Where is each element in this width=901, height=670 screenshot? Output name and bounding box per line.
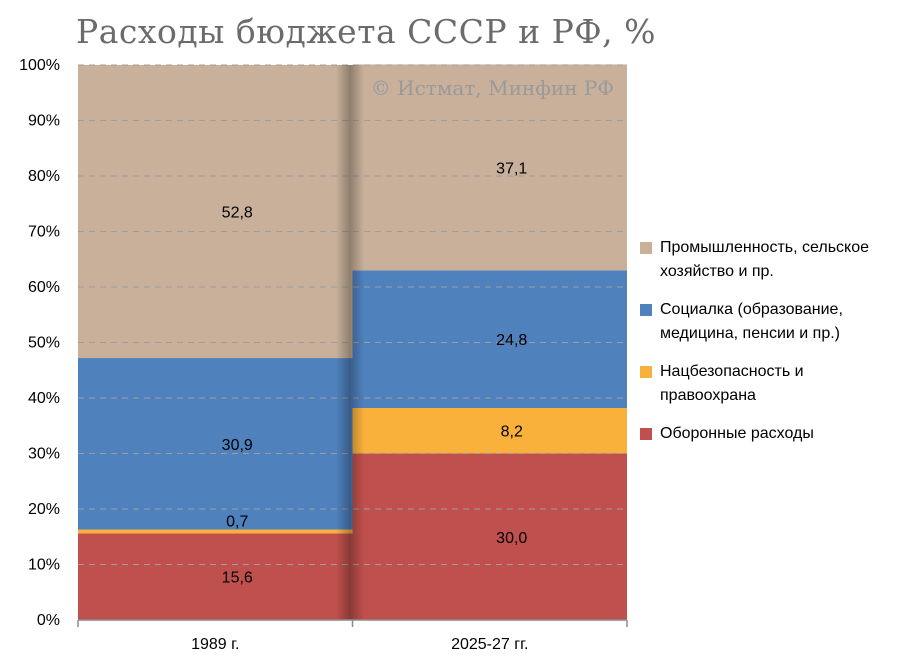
bar-segment [78,529,353,534]
legend-item: Оборонные расходы [640,422,895,446]
legend-item: Нацбезопасность и правоохрана [640,360,895,408]
bar-segment [78,358,353,530]
legend-item: Промышленность, сельское хозяйство и пр. [640,236,895,284]
bar-segment [352,407,627,454]
data-label: 30,9 [222,437,253,454]
axes: 0% 10% 20% 30% 40% 50% 60% 70% 80% 90% 100% 1989 г.… [19,57,628,653]
bar-segment [78,65,353,359]
data-label: 15,6 [222,570,253,587]
y-tick-label: 80% [28,168,60,185]
bar-segment [352,64,627,271]
data-label: 0,7 [226,514,248,531]
gridlines [78,64,627,565]
watermark: © Истмат, Минфин РФ [371,76,614,100]
legend-label: Оборонные расходы [660,425,814,442]
legend-item: Социалка (образование, медицина, пенсии … [640,298,895,346]
y-tick-label: 70% [28,224,60,241]
data-label: 24,8 [496,332,527,349]
y-tick-label: 20% [28,501,60,518]
bar-segment [78,533,353,620]
data-label: 37,1 [496,160,527,177]
legend-swatch [640,242,652,254]
bars-layer [78,64,627,620]
y-tick-label: 90% [28,113,60,130]
y-tick-label: 60% [28,279,60,296]
x-tick-label: 1989 г. [191,636,239,653]
bar-segment [352,453,627,620]
chart-title: Расходы бюджета СССР и РФ, % [76,12,656,51]
y-tick-label: 50% [28,335,60,352]
legend-swatch [640,366,652,378]
legend-label: Промышленность, сельское хозяйство и пр. [660,239,870,280]
legend-label: Социалка (образование, медицина, пенсии … [660,301,843,342]
y-tick-label: 40% [28,390,60,407]
legend-swatch [640,428,652,440]
data-labels: 15,6 0,7 30,9 52,8 30,0 8,2 24,8 37,1 [222,160,528,586]
x-tick-label: 2025-27 гг. [451,636,528,653]
y-tick-label: 30% [28,446,60,463]
legend: Промышленность, сельское хозяйство и пр.… [640,236,895,460]
legend-label: Нацбезопасность и правоохрана [660,363,804,404]
y-tick-label: 100% [19,57,60,74]
legend-swatch [640,304,652,316]
bar-separator-shadow [336,65,364,620]
data-label: 52,8 [222,205,253,222]
data-label: 8,2 [501,424,523,441]
y-tick-label: 10% [28,557,60,574]
y-tick-label: 0% [37,612,60,629]
data-label: 30,0 [496,530,527,547]
bar-segment [352,270,627,408]
